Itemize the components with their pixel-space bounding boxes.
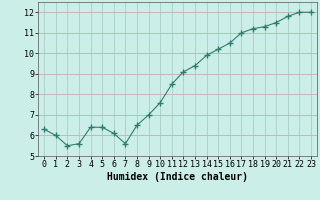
- X-axis label: Humidex (Indice chaleur): Humidex (Indice chaleur): [107, 172, 248, 182]
